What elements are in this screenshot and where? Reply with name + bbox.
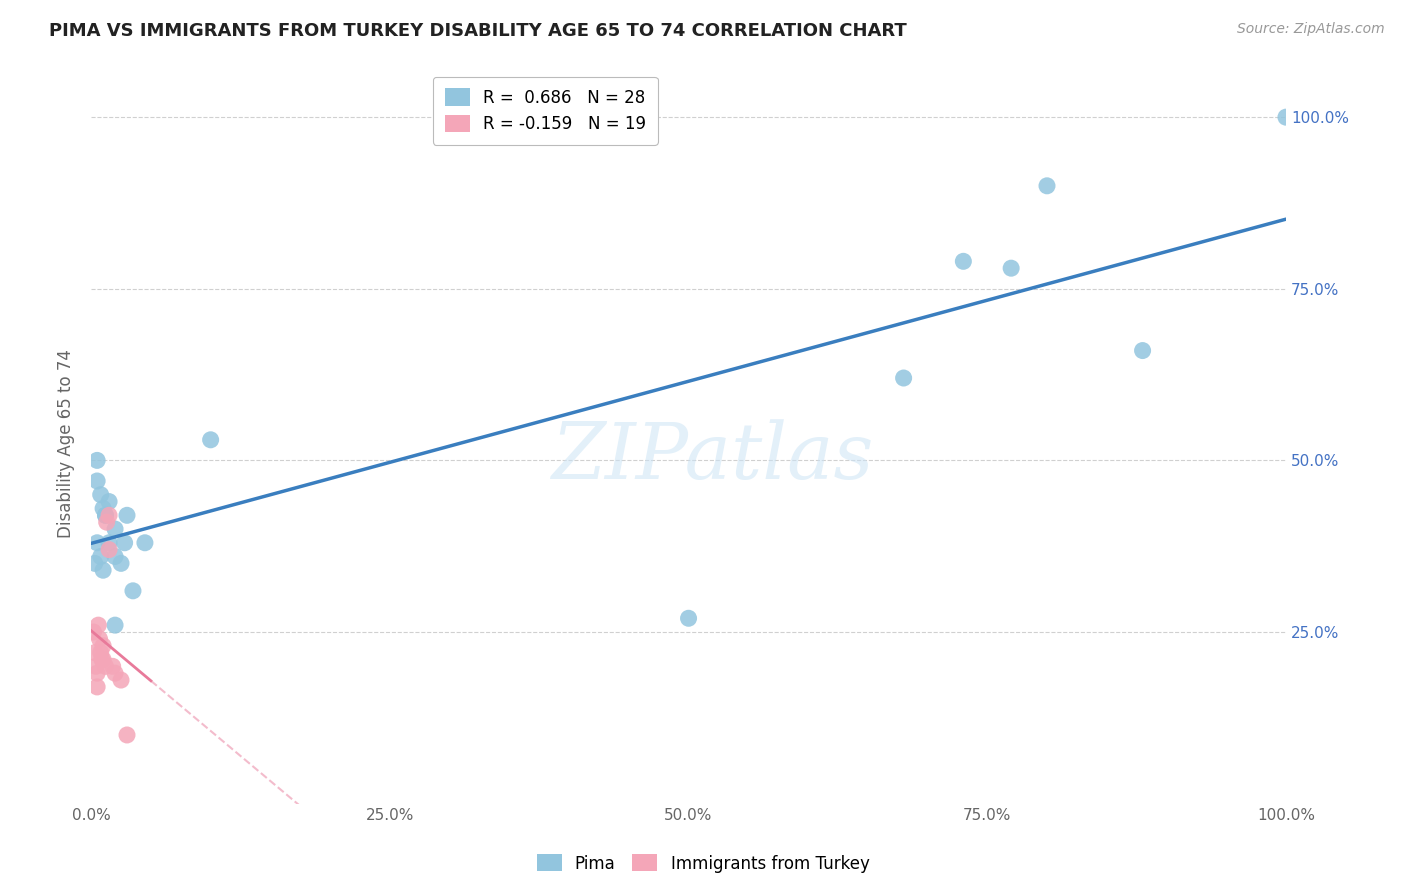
Point xyxy=(96,515,118,529)
Point xyxy=(101,659,124,673)
Point xyxy=(91,563,114,577)
Point xyxy=(134,535,156,549)
Point xyxy=(90,652,112,666)
Point xyxy=(89,632,111,646)
Point xyxy=(83,646,105,660)
Point xyxy=(86,680,108,694)
Text: ZIPatlas: ZIPatlas xyxy=(551,419,873,496)
Point xyxy=(98,494,121,508)
Point xyxy=(90,549,112,564)
Point xyxy=(1132,343,1154,358)
Point xyxy=(86,453,108,467)
Point xyxy=(104,618,127,632)
Point xyxy=(91,652,114,666)
Point xyxy=(98,542,121,557)
Text: Source: ZipAtlas.com: Source: ZipAtlas.com xyxy=(1237,22,1385,37)
Point xyxy=(94,508,117,523)
Point xyxy=(115,728,138,742)
Point xyxy=(84,659,107,673)
Point xyxy=(114,535,136,549)
Point xyxy=(86,535,108,549)
Point xyxy=(200,433,222,447)
Point xyxy=(90,646,112,660)
Point xyxy=(83,625,105,640)
Point xyxy=(98,508,121,523)
Point xyxy=(110,673,132,687)
Point xyxy=(1000,261,1022,276)
Point xyxy=(94,508,117,523)
Point xyxy=(122,583,145,598)
Point xyxy=(87,618,110,632)
Y-axis label: Disability Age 65 to 74: Disability Age 65 to 74 xyxy=(58,349,75,538)
Point xyxy=(952,254,974,268)
Point xyxy=(678,611,700,625)
Point xyxy=(893,371,915,385)
Point xyxy=(94,659,117,673)
Point xyxy=(104,549,127,564)
Point xyxy=(86,666,108,681)
Point xyxy=(91,501,114,516)
Point xyxy=(90,488,112,502)
Legend: R =  0.686   N = 28, R = -0.159   N = 19: R = 0.686 N = 28, R = -0.159 N = 19 xyxy=(433,77,658,145)
Point xyxy=(83,557,105,571)
Point xyxy=(98,535,121,549)
Point xyxy=(91,639,114,653)
Point xyxy=(110,557,132,571)
Point xyxy=(1275,110,1298,124)
Text: PIMA VS IMMIGRANTS FROM TURKEY DISABILITY AGE 65 TO 74 CORRELATION CHART: PIMA VS IMMIGRANTS FROM TURKEY DISABILIT… xyxy=(49,22,907,40)
Point xyxy=(86,474,108,488)
Legend: Pima, Immigrants from Turkey: Pima, Immigrants from Turkey xyxy=(530,847,876,880)
Point xyxy=(1036,178,1059,193)
Point xyxy=(115,508,138,523)
Point xyxy=(104,666,127,681)
Point xyxy=(104,522,127,536)
